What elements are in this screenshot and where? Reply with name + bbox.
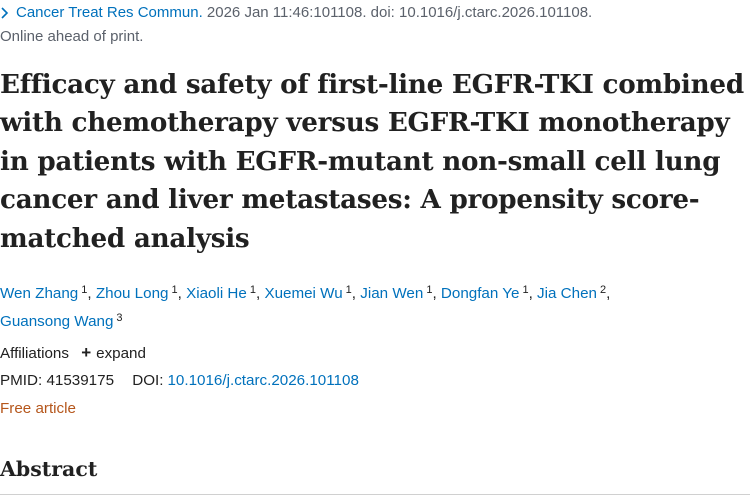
affiliation-number[interactable]: 1 xyxy=(81,284,88,296)
author-item: Wen Zhang 1, xyxy=(0,284,92,302)
chevron-right-icon[interactable] xyxy=(0,3,16,23)
affiliation-number[interactable]: 1 xyxy=(426,284,433,296)
citation-line: Cancer Treat Res Commun. 2026 Jan 11:46:… xyxy=(0,3,592,23)
author-link[interactable]: Jian Wen xyxy=(360,285,424,302)
citation-details: 2026 Jan 11:46:101108. doi: 10.1016/j.ct… xyxy=(206,4,593,21)
authors-list: Wen Zhang 1, Zhou Long 1, Xiaoli He 1, Xuem… xyxy=(0,278,748,334)
abstract-heading: Abstract xyxy=(0,457,98,481)
section-divider xyxy=(0,494,750,495)
plus-icon: + xyxy=(81,343,92,362)
author-item: Jia Chen 2, xyxy=(537,284,611,302)
author-item: Dongfan Ye 1, xyxy=(440,284,533,302)
affiliations-expand-button[interactable]: + expand xyxy=(81,343,146,362)
journal-link[interactable]: Cancer Treat Res Commun. xyxy=(16,4,203,21)
article-title: Efficacy and safety of first-line EGFR-T… xyxy=(0,69,744,254)
affiliations-label: Affiliations xyxy=(0,345,69,362)
author-item: Guansong Wang 3 xyxy=(0,312,123,330)
doi-label: DOI: xyxy=(132,372,164,389)
expand-label: expand xyxy=(96,345,146,362)
affiliation-number[interactable]: 1 xyxy=(522,284,529,296)
publication-status: Online ahead of print. xyxy=(0,28,144,45)
affiliation-number[interactable]: 2 xyxy=(600,284,607,296)
author-link[interactable]: Jia Chen xyxy=(537,285,597,302)
affiliation-number[interactable]: 1 xyxy=(249,284,256,296)
author-link[interactable]: Zhou Long xyxy=(95,285,169,302)
author-item: Xiaoli He 1, xyxy=(186,284,261,302)
author-item: Zhou Long 1, xyxy=(95,284,182,302)
affiliations-row: Affiliations + expand xyxy=(0,341,146,366)
free-article-badge: Free article xyxy=(0,400,76,417)
author-link[interactable]: Xuemei Wu xyxy=(264,285,343,302)
author-link[interactable]: Guansong Wang xyxy=(0,313,114,330)
affiliation-number[interactable]: 1 xyxy=(171,284,178,296)
affiliation-number[interactable]: 1 xyxy=(345,284,352,296)
doi-link[interactable]: 10.1016/j.ctarc.2026.101108 xyxy=(167,372,359,389)
identifiers-row: PMID: 41539175 DOI: 10.1016/j.ctarc.2026.… xyxy=(0,369,359,393)
pmid-label: PMID: xyxy=(0,372,43,389)
pmid-value: 41539175 xyxy=(46,372,115,389)
author-item: Jian Wen 1, xyxy=(360,284,437,302)
author-link[interactable]: Wen Zhang xyxy=(0,285,79,302)
affiliation-number[interactable]: 3 xyxy=(116,312,123,324)
author-link[interactable]: Xiaoli He xyxy=(186,285,247,302)
author-item: Xuemei Wu 1, xyxy=(264,284,357,302)
author-link[interactable]: Dongfan Ye xyxy=(440,285,520,302)
